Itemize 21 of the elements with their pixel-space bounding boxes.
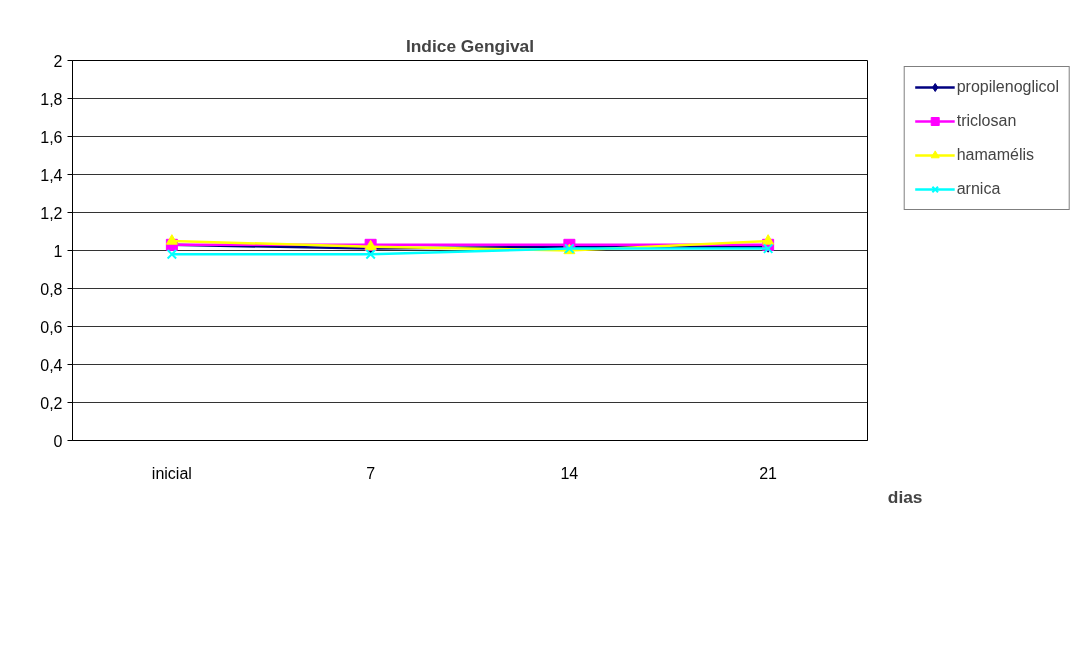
y-tick-label: 0,4 — [40, 356, 63, 374]
y-tick-label: 0,6 — [40, 318, 63, 336]
y-tick-label: 1,2 — [40, 204, 63, 222]
y-tick-label: 1 — [53, 242, 63, 260]
y-tick-label: 0 — [53, 432, 63, 450]
y-tick-label: 0,2 — [40, 394, 63, 412]
x-tick-label: 14 — [560, 464, 579, 482]
y-tick-label: 2 — [53, 52, 63, 70]
x-tick-label: 7 — [366, 464, 376, 482]
legend-label: hamamélis — [956, 146, 1035, 164]
y-tick-label: 1,4 — [40, 166, 63, 184]
x-tick-label: inicial — [151, 464, 192, 482]
x-axis-title: dias — [887, 486, 923, 507]
legend-label: propilenoglicol — [956, 78, 1059, 96]
legend-label: triclosan — [956, 112, 1017, 130]
legend-label: arnica — [956, 180, 1001, 198]
y-tick-label: 0,8 — [40, 280, 63, 298]
y-tick-label: 1,6 — [40, 128, 63, 146]
x-tick-label: 21 — [759, 464, 778, 482]
y-tick-label: 1,8 — [40, 90, 63, 108]
chart-title: Indice Gengival — [405, 35, 535, 56]
